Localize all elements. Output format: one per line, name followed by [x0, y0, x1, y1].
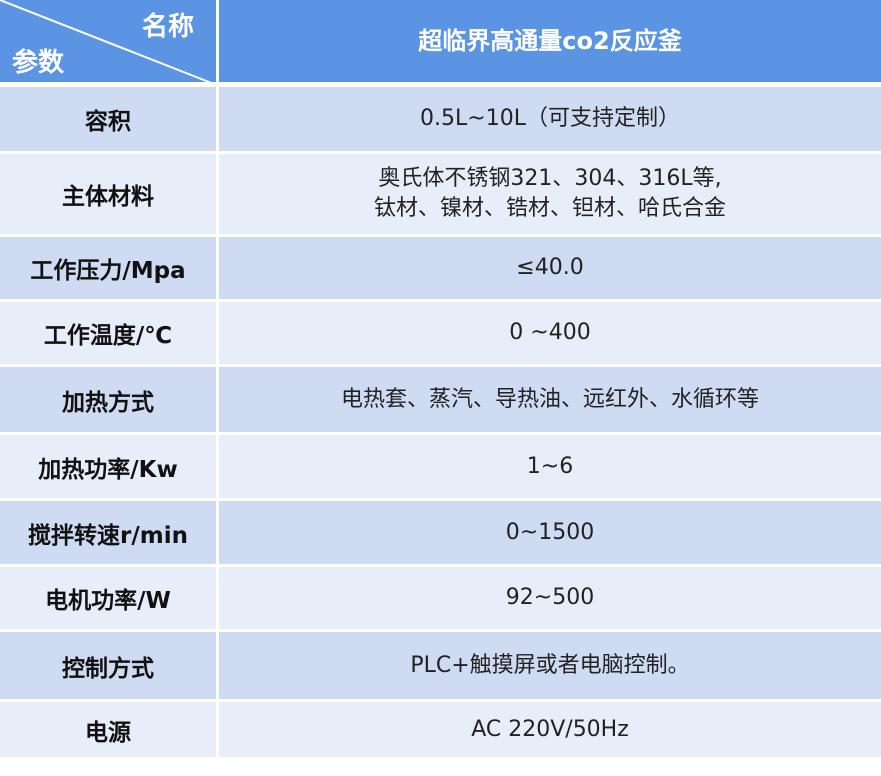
value-cell: 0~1500: [219, 501, 881, 564]
value-line: 0.5L~10L（可支持定制）: [420, 106, 680, 131]
param-cell: 加热方式: [0, 367, 219, 432]
value-line: 钛材、镍材、锆材、钽材、哈氏合金: [373, 196, 726, 221]
table-header: 名称 参数 超临界高通量co2反应釜: [0, 0, 881, 87]
param-cell: 电机功率/W: [0, 567, 219, 629]
header-name-label: 名称: [141, 12, 194, 42]
value-line: 0~1500: [505, 519, 595, 545]
table-row: 加热功率/Kw 1~6: [0, 435, 881, 501]
value-cell: 0 ~400: [219, 302, 881, 364]
value-line: 电热套、蒸汽、导热油、远红外、水循环等: [340, 386, 759, 412]
param-cell: 容积: [0, 87, 219, 151]
value-line: ≤40.0: [516, 255, 584, 280]
value-cell: ≤40.0: [219, 237, 881, 299]
param-cell: 主体材料: [0, 154, 219, 234]
table-row: 主体材料 奥氏体不锈钢321、304、316L等, 钛材、镍材、锆材、钽材、哈氏合金: [0, 154, 881, 237]
header-product-title: 超临界高通量co2反应釜: [418, 27, 682, 55]
value-cell: 奥氏体不锈钢321、304、316L等, 钛材、镍材、锆材、钽材、哈氏合金: [219, 154, 881, 234]
param-cell: 控制方式: [0, 632, 219, 699]
header-param-label: 参数: [12, 48, 65, 78]
table-row: 加热方式 电热套、蒸汽、导热油、远红外、水循环等: [0, 367, 881, 435]
value-cell: 92~500: [219, 567, 881, 629]
param-cell: 加热功率/Kw: [0, 435, 219, 498]
value-line: 0 ~400: [509, 320, 591, 345]
table-row: 电源 AC 220V/50Hz: [0, 702, 881, 760]
header-corner-cell: 名称 参数: [0, 0, 219, 85]
diagonal-divider: [0, 0, 215, 85]
value-line: AC 220V/50Hz: [471, 716, 629, 742]
value-line: PLC+触摸屏或者电脑控制。: [410, 652, 690, 678]
param-cell: 工作温度/℃: [0, 302, 219, 364]
value-cell: 0.5L~10L（可支持定制）: [219, 87, 881, 151]
table-row: 工作温度/℃ 0 ~400: [0, 302, 881, 367]
value-cell: PLC+触摸屏或者电脑控制。: [219, 632, 881, 699]
value-line: 1~6: [526, 453, 574, 479]
value-cell: AC 220V/50Hz: [219, 702, 881, 757]
table-row: 工作压力/Mpa ≤40.0: [0, 237, 881, 302]
table-row: 电机功率/W 92~500: [0, 567, 881, 632]
table-row: 搅拌转速r/min 0~1500: [0, 501, 881, 567]
value-cell: 电热套、蒸汽、导热油、远红外、水循环等: [219, 367, 881, 432]
table-row: 容积 0.5L~10L（可支持定制）: [0, 87, 881, 154]
param-cell: 工作压力/Mpa: [0, 237, 219, 299]
value-line: 奥氏体不锈钢321、304、316L等,: [378, 166, 722, 191]
param-cell: 电源: [0, 702, 219, 757]
param-cell: 搅拌转速r/min: [0, 501, 219, 564]
value-line: 92~500: [505, 585, 595, 610]
value-cell: 1~6: [219, 435, 881, 498]
table-row: 控制方式 PLC+触摸屏或者电脑控制。: [0, 632, 881, 702]
